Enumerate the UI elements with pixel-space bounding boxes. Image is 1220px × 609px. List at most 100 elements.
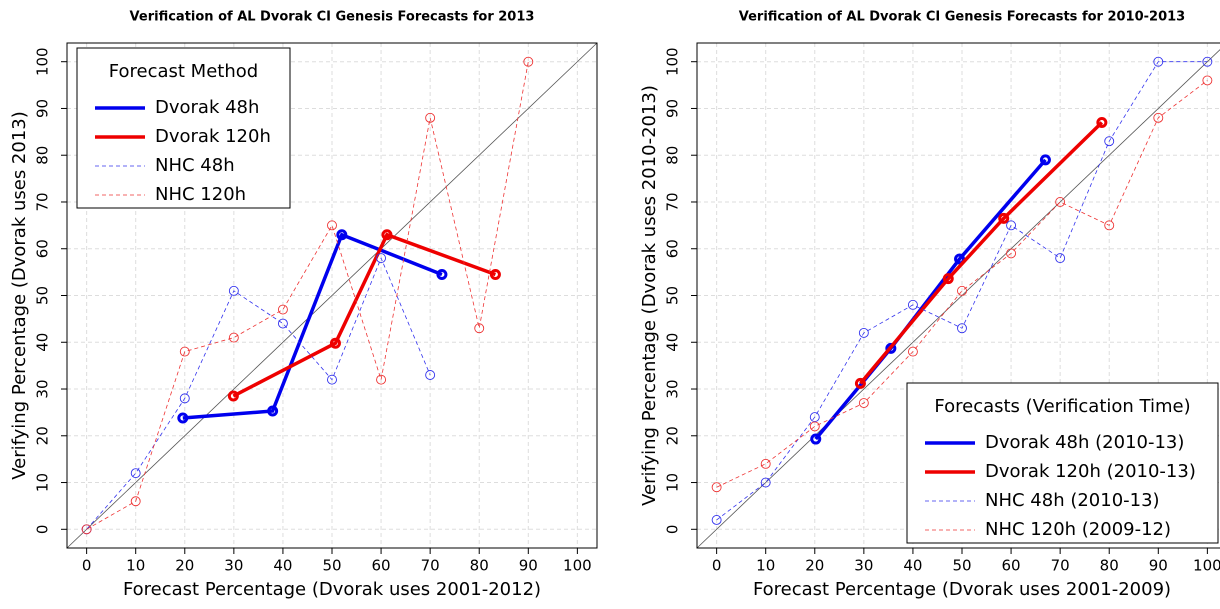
x-tick-label: 10 [756,557,775,575]
y-tick-label: 70 [664,192,682,211]
data-point [179,393,190,404]
x-tick-label: 80 [470,557,489,575]
data-point [327,220,337,231]
y-tick-label: 80 [34,146,52,165]
legend-box [76,47,291,209]
legend-label: Dvorak 120h (2010-13) [985,461,1196,482]
data-point [1006,220,1017,231]
data-point [474,323,485,334]
data-point [942,273,954,285]
data-point [227,390,239,402]
x-tick-label: 30 [854,557,873,575]
x-axis-label: Forecast Percentage (Dvorak uses 2001-20… [123,579,541,600]
legend-label: Dvorak 120h [155,126,271,147]
y-tick-label: 90 [34,99,52,118]
y-axis-label: Verifying Percentage (Dvorak uses 2010-2… [639,85,660,506]
data-point [810,433,822,445]
x-tick-label: 30 [224,557,243,575]
data-point [809,421,820,432]
y-tick-label: 100 [664,47,682,76]
reference-diagonal [66,42,598,549]
data-point [329,337,341,349]
x-tick-label: 40 [273,557,292,575]
y-tick-label: 50 [34,286,52,305]
chart-title: Verification of AL Dvorak CI Genesis For… [739,10,1185,25]
y-tick-label: 60 [34,239,52,258]
y-tick-label: 100 [34,47,52,76]
x-tick-label: 90 [519,557,538,575]
y-axis-label: Verifying Percentage (Dvorak uses 2013) [9,111,30,480]
y-tick-label: 0 [34,525,52,535]
y-tick-label: 10 [34,473,52,492]
plot-frame [696,42,1220,549]
y-tick-label: 60 [664,239,682,258]
y-tick-label: 30 [664,379,682,398]
data-point [376,374,387,385]
y-tick-label: 40 [664,333,682,352]
data-point [489,268,501,280]
x-tick-label: 50 [322,557,341,575]
data-point [523,56,534,67]
data-point [179,346,190,357]
x-tick-label: 80 [1100,557,1119,575]
data-point [907,346,918,357]
data-point [1055,197,1066,207]
series-line [859,121,1104,385]
chart-panel: Verification of AL Dvorak CI Genesis For… [9,10,598,600]
legend-label: Dvorak 48h (2010-13) [985,432,1184,453]
legend-label: NHC 120h (2009-12) [985,519,1171,540]
x-tick-label: 60 [372,557,391,575]
data-point [858,398,869,408]
data-point [1153,56,1164,67]
legend-label: NHC 48h [155,155,235,176]
y-tick-label: 20 [664,426,682,445]
x-tick-label: 90 [1149,557,1168,575]
x-tick-label: 70 [421,557,440,575]
data-point [130,496,141,507]
x-tick-label: 0 [712,557,722,575]
x-tick-label: 50 [952,557,971,575]
x-tick-label: 70 [1051,557,1070,575]
legend-title: Forecasts (Verification Time) [934,396,1190,417]
y-tick-label: 90 [664,99,682,118]
data-point [1202,56,1213,67]
data-point [711,514,722,525]
data-point [1202,75,1213,86]
data-point [228,285,239,296]
y-tick-label: 80 [664,146,682,165]
data-point [1096,116,1108,128]
data-point [907,299,918,310]
data-point [1104,136,1115,147]
series-line [716,61,1208,521]
x-axis-label: Forecast Percentage (Dvorak uses 2001-20… [753,579,1171,600]
data-point [760,477,771,488]
series-line [86,257,431,530]
data-point [854,377,866,389]
data-point [277,304,288,315]
chart-panel: Verification of AL Dvorak CI Genesis For… [639,10,1220,600]
data-point [277,318,288,329]
data-point [1039,154,1051,166]
x-tick-label: 0 [82,557,92,575]
data-point [1055,253,1066,264]
data-point [267,405,279,417]
data-point [336,229,348,241]
data-point [711,482,722,493]
y-tick-label: 40 [34,333,52,352]
data-point [957,285,967,296]
x-tick-label: 10 [126,557,145,575]
plot-frame [66,42,598,549]
series-line [232,232,497,398]
x-tick-label: 100 [1193,557,1220,575]
data-point [376,253,387,264]
x-tick-label: 100 [563,557,592,575]
chart-title: Verification of AL Dvorak CI Genesis For… [130,10,535,25]
data-point [1153,112,1164,123]
legend-title: Forecast Method [109,61,258,82]
x-tick-label: 60 [1002,557,1021,575]
data-point [425,112,436,123]
legend-box [906,382,1219,544]
data-point [327,374,337,385]
data-point [381,229,393,241]
